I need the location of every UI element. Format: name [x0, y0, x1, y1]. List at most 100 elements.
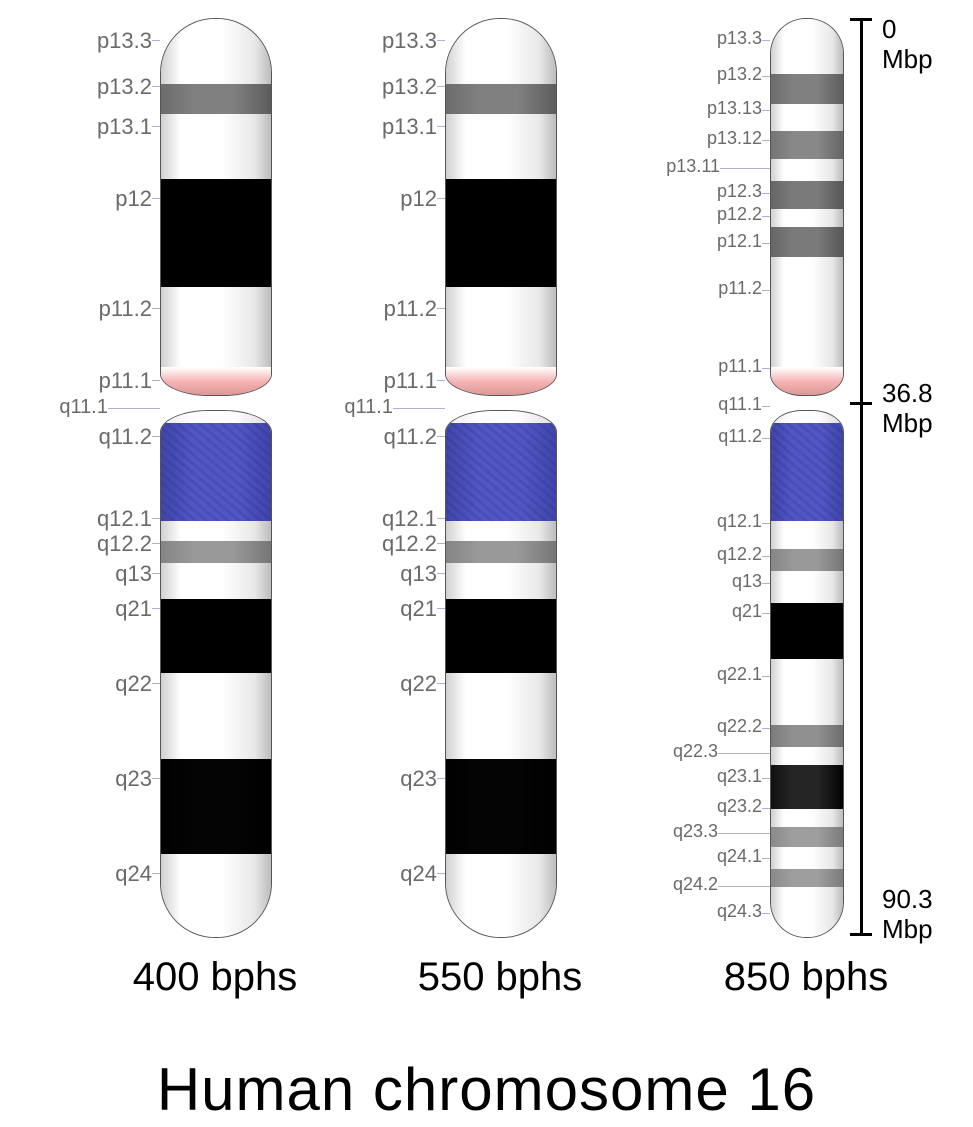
lead-line — [762, 778, 770, 779]
band-label: q12.2 — [717, 544, 762, 565]
band-q23.3 — [771, 827, 843, 847]
lead-line — [152, 608, 160, 609]
lead-line — [762, 438, 770, 439]
band-p13.11 — [771, 159, 843, 181]
band-label: p12.2 — [717, 204, 762, 225]
lead-line — [437, 436, 445, 437]
band-q22 — [446, 673, 556, 759]
band-q11.2 — [161, 423, 271, 521]
band-label: q23.3 — [673, 821, 718, 842]
lead-line — [437, 873, 445, 874]
lead-line — [762, 406, 770, 407]
lead-line — [762, 583, 770, 584]
lead-line — [762, 40, 770, 41]
scale-bar — [850, 18, 872, 21]
band-label: q12.1 — [717, 511, 762, 532]
band-p11.2 — [771, 257, 843, 367]
band-label: p11.1 — [384, 368, 437, 394]
band-label: p13.3 — [717, 28, 762, 49]
band-q12.2 — [446, 541, 556, 563]
band-label: q11.1 — [59, 396, 108, 419]
band-label: q23.2 — [717, 796, 762, 817]
lead-line — [718, 833, 770, 834]
band-label: p11.2 — [99, 296, 152, 322]
band-q11.2 — [771, 423, 843, 521]
band-p11.2 — [161, 287, 271, 367]
band-label: q11.1 — [344, 396, 393, 419]
band-q21 — [161, 599, 271, 673]
band-q12.1 — [771, 521, 843, 549]
band-q23.2 — [771, 809, 843, 827]
scale-bar — [860, 18, 863, 936]
q-arm — [445, 410, 557, 938]
lead-line — [762, 193, 770, 194]
band-label: p11.1 — [99, 368, 152, 394]
band-p13.2 — [161, 84, 271, 114]
lead-line — [762, 913, 770, 914]
lead-line — [762, 523, 770, 524]
scale-value: 36.8 — [882, 378, 933, 409]
lead-line — [762, 290, 770, 291]
band-q12.1 — [446, 521, 556, 541]
band-label: q11.2 — [99, 424, 152, 450]
lead-line — [152, 86, 160, 87]
lead-line — [762, 728, 770, 729]
band-q13 — [446, 563, 556, 599]
band-p12.2 — [771, 209, 843, 227]
lead-line — [437, 778, 445, 779]
lead-line — [762, 110, 770, 111]
lead-line — [762, 76, 770, 77]
lead-line — [152, 683, 160, 684]
band-q24.1 — [771, 847, 843, 869]
scale-bar — [850, 933, 872, 936]
band-q23.1 — [771, 765, 843, 809]
band-label: p13.2 — [382, 74, 437, 100]
band-q24.3 — [771, 887, 843, 937]
band-label: q13 — [115, 561, 152, 587]
band-q23 — [446, 759, 556, 854]
band-label: q22.1 — [717, 664, 762, 685]
band-label: q13 — [400, 561, 437, 587]
band-q24 — [161, 854, 271, 937]
lead-line — [152, 126, 160, 127]
band-q22.3 — [771, 747, 843, 765]
band-label: q12.2 — [382, 531, 437, 557]
lead-line — [152, 198, 160, 199]
band-label: q24 — [400, 861, 437, 887]
band-q11.1 — [446, 411, 556, 423]
band-label: p13.2 — [717, 64, 762, 85]
band-label: q12.1 — [382, 506, 437, 532]
lead-line — [762, 676, 770, 677]
band-label: q23.1 — [717, 766, 762, 787]
band-label: q12.1 — [97, 506, 152, 532]
lead-line — [437, 518, 445, 519]
band-p13.2 — [771, 74, 843, 104]
scale-value: 0 — [882, 14, 896, 45]
q-arm — [770, 410, 844, 938]
band-label: q24 — [115, 861, 152, 887]
band-p13.2 — [446, 84, 556, 114]
band-label: p13.3 — [382, 28, 437, 54]
lead-line — [152, 380, 160, 381]
lead-line — [393, 408, 445, 409]
band-label: q11.2 — [718, 426, 762, 447]
band-p11.1 — [771, 367, 843, 395]
band-label: p12 — [115, 186, 152, 212]
lead-line — [437, 126, 445, 127]
band-label: q23 — [115, 766, 152, 792]
band-label: p12.3 — [717, 181, 762, 202]
band-q22.1 — [771, 659, 843, 725]
p-arm — [160, 18, 272, 396]
band-p12 — [161, 179, 271, 287]
band-p13.1 — [446, 114, 556, 179]
band-label: p12.1 — [717, 231, 762, 252]
band-p12.3 — [771, 181, 843, 209]
band-label: q22 — [400, 671, 437, 697]
lead-line — [718, 886, 770, 887]
band-p13.12 — [771, 131, 843, 159]
scale-unit: Mbp — [882, 408, 933, 439]
lead-line — [152, 308, 160, 309]
band-label: p13.11 — [666, 156, 720, 177]
band-q11.2 — [446, 423, 556, 521]
band-label: p13.12 — [707, 128, 762, 149]
